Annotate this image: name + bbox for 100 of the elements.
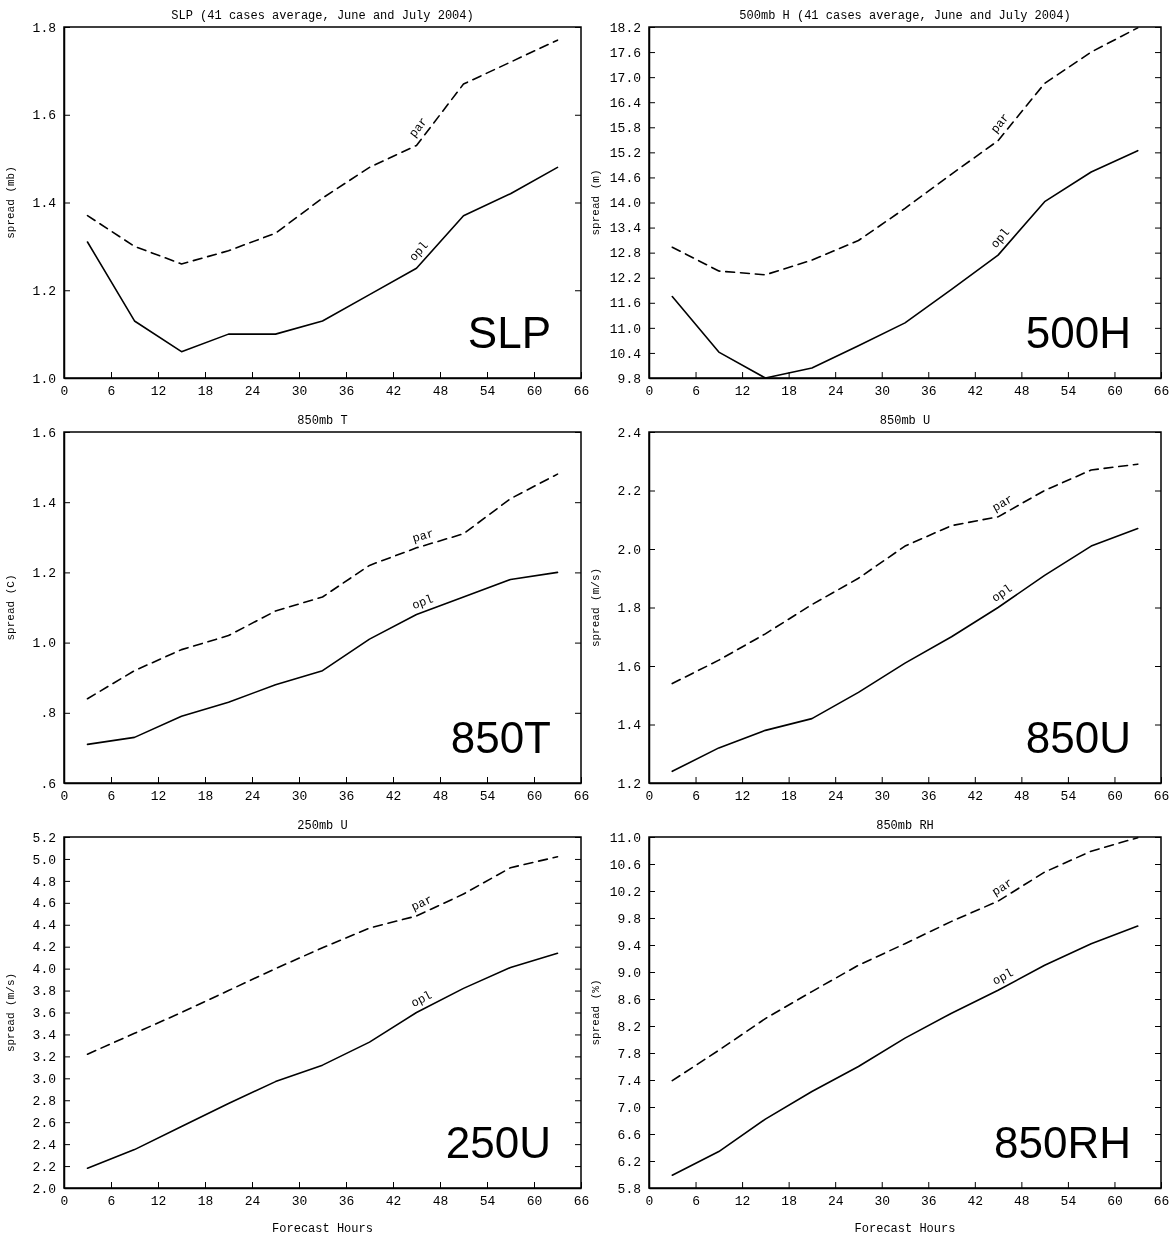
y-tick-label: 9.8 (617, 911, 641, 927)
y-tick-label: 6.6 (617, 1127, 641, 1143)
x-tick-label: 0 (645, 789, 654, 805)
y-tick-label: 13.4 (609, 221, 642, 237)
y-tick-label: 15.8 (609, 120, 641, 136)
x-tick-label: 30 (291, 1194, 308, 1210)
x-tick-label: 48 (1014, 789, 1030, 805)
y-tick-label: 5.2 (32, 830, 56, 846)
chart-title: 850mb T (297, 414, 348, 428)
y-tick-label: 1.4 (32, 196, 57, 212)
x-tick-label: 42 (385, 384, 402, 400)
x-tick-label: 24 (827, 789, 844, 805)
y-tick-label: 1.6 (32, 108, 56, 124)
x-tick-label: 66 (573, 1194, 590, 1210)
y-axis-title: spread (%) (590, 979, 602, 1046)
x-tick-label: 36 (920, 384, 937, 400)
x-tick-label: 0 (645, 384, 654, 400)
x-tick-label: 12 (734, 1194, 751, 1210)
y-tick-label: 4.0 (32, 962, 56, 978)
y-tick-label: 12.8 (609, 246, 641, 262)
x-tick-label: 6 (107, 1194, 116, 1210)
x-tick-label: 6 (692, 384, 700, 400)
y-tick-label: 4.8 (32, 874, 56, 890)
x-tick-label: 24 (827, 384, 844, 400)
x-tick-label: 30 (291, 789, 308, 805)
x-tick-label: 66 (1153, 789, 1170, 805)
y-tick-label: 16.4 (609, 95, 642, 111)
x-tick-label: 60 (526, 384, 543, 400)
x-tick-label: 18 (197, 789, 214, 805)
x-tick-label: 48 (432, 1194, 449, 1210)
y-tick-label: 9.0 (617, 965, 641, 981)
x-tick-label: 24 (244, 789, 261, 805)
y-tick-label: 3.2 (32, 1050, 56, 1066)
y-tick-label: 2.2 (32, 1159, 56, 1175)
x-axis-title: Forecast Hours (854, 1222, 956, 1236)
x-tick-label: 48 (432, 384, 449, 400)
line-series (86, 39, 559, 265)
y-tick-label: 1.6 (617, 659, 641, 675)
x-tick-label: 54 (1060, 1194, 1077, 1210)
x-tick-label: 66 (573, 384, 590, 400)
y-tick-label: 4.2 (32, 940, 56, 956)
x-tick-label: 60 (1107, 1194, 1123, 1210)
x-tick-label: 6 (692, 1194, 700, 1210)
x-tick-label: 48 (432, 789, 449, 805)
y-tick-label: 5.0 (32, 852, 56, 868)
y-tick-label: .6 (40, 776, 56, 792)
y-tick-label: 4.6 (32, 896, 56, 912)
text: opl (990, 966, 1016, 989)
y-tick-label: 11.0 (609, 321, 641, 337)
x-tick-label: 12 (150, 384, 167, 400)
x-tick-label: 48 (1014, 384, 1030, 400)
x-tick-label: 30 (291, 384, 308, 400)
y-tick-label: 1.0 (32, 636, 56, 652)
x-tick-label: 0 (60, 1194, 69, 1210)
line-series (86, 855, 559, 1055)
x-tick-label: 42 (967, 789, 984, 805)
chart-title: 500mb H (41 cases average, June and July 2004) (739, 9, 1071, 23)
y-tick-label: 2.0 (32, 1181, 56, 1197)
x-tick-label: 12 (150, 1194, 167, 1210)
x-tick-label: 12 (150, 789, 167, 805)
text: opl (408, 988, 435, 1011)
x-tick-label: 18 (197, 1194, 214, 1210)
x-tick-label: 48 (1014, 1194, 1030, 1210)
annotation: 850T (450, 713, 551, 762)
x-tick-label: 60 (526, 1194, 543, 1210)
y-tick-label: 18.2 (609, 20, 641, 36)
x-tick-label: 36 (338, 789, 355, 805)
x-tick-label: 36 (338, 1194, 355, 1210)
y-tick-label: 14.6 (609, 171, 641, 187)
y-tick-label: 5.8 (617, 1181, 641, 1197)
x-tick-label: 18 (781, 789, 797, 805)
y-tick-label: 15.2 (609, 146, 641, 162)
x-tick-label: 60 (526, 789, 543, 805)
y-tick-label: 14.0 (609, 196, 641, 212)
y-tick-label: 8.2 (617, 1019, 641, 1035)
y-tick-label: 2.2 (617, 484, 641, 500)
text: par (410, 526, 436, 547)
y-tick-label: 2.4 (32, 1137, 57, 1153)
x-tick-label: 18 (197, 384, 214, 400)
y-tick-label: 2.0 (617, 542, 641, 558)
line-series (671, 463, 1139, 685)
line-series (86, 952, 559, 1170)
x-axis-title: Forecast Hours (272, 1222, 373, 1236)
x-tick-label: 66 (1153, 384, 1170, 400)
x-tick-label: 54 (479, 789, 496, 805)
y-tick-label: 1.2 (617, 776, 641, 792)
text: opl (406, 239, 432, 265)
x-tick-label: 36 (338, 384, 355, 400)
y-axis-title: spread (mb) (5, 166, 17, 239)
x-tick-label: 6 (107, 384, 116, 400)
x-tick-label: 12 (734, 384, 751, 400)
x-tick-label: 54 (1060, 384, 1077, 400)
annotation: 850RH (994, 1118, 1131, 1167)
y-axis-title: spread (m/s) (5, 972, 17, 1053)
chart-title: 250mb U (297, 819, 348, 833)
line-series (671, 925, 1139, 1176)
line-series (86, 166, 559, 353)
y-tick-label: 3.8 (32, 984, 56, 1000)
text: opl (989, 581, 1016, 606)
y-tick-label: 1.0 (32, 371, 56, 387)
